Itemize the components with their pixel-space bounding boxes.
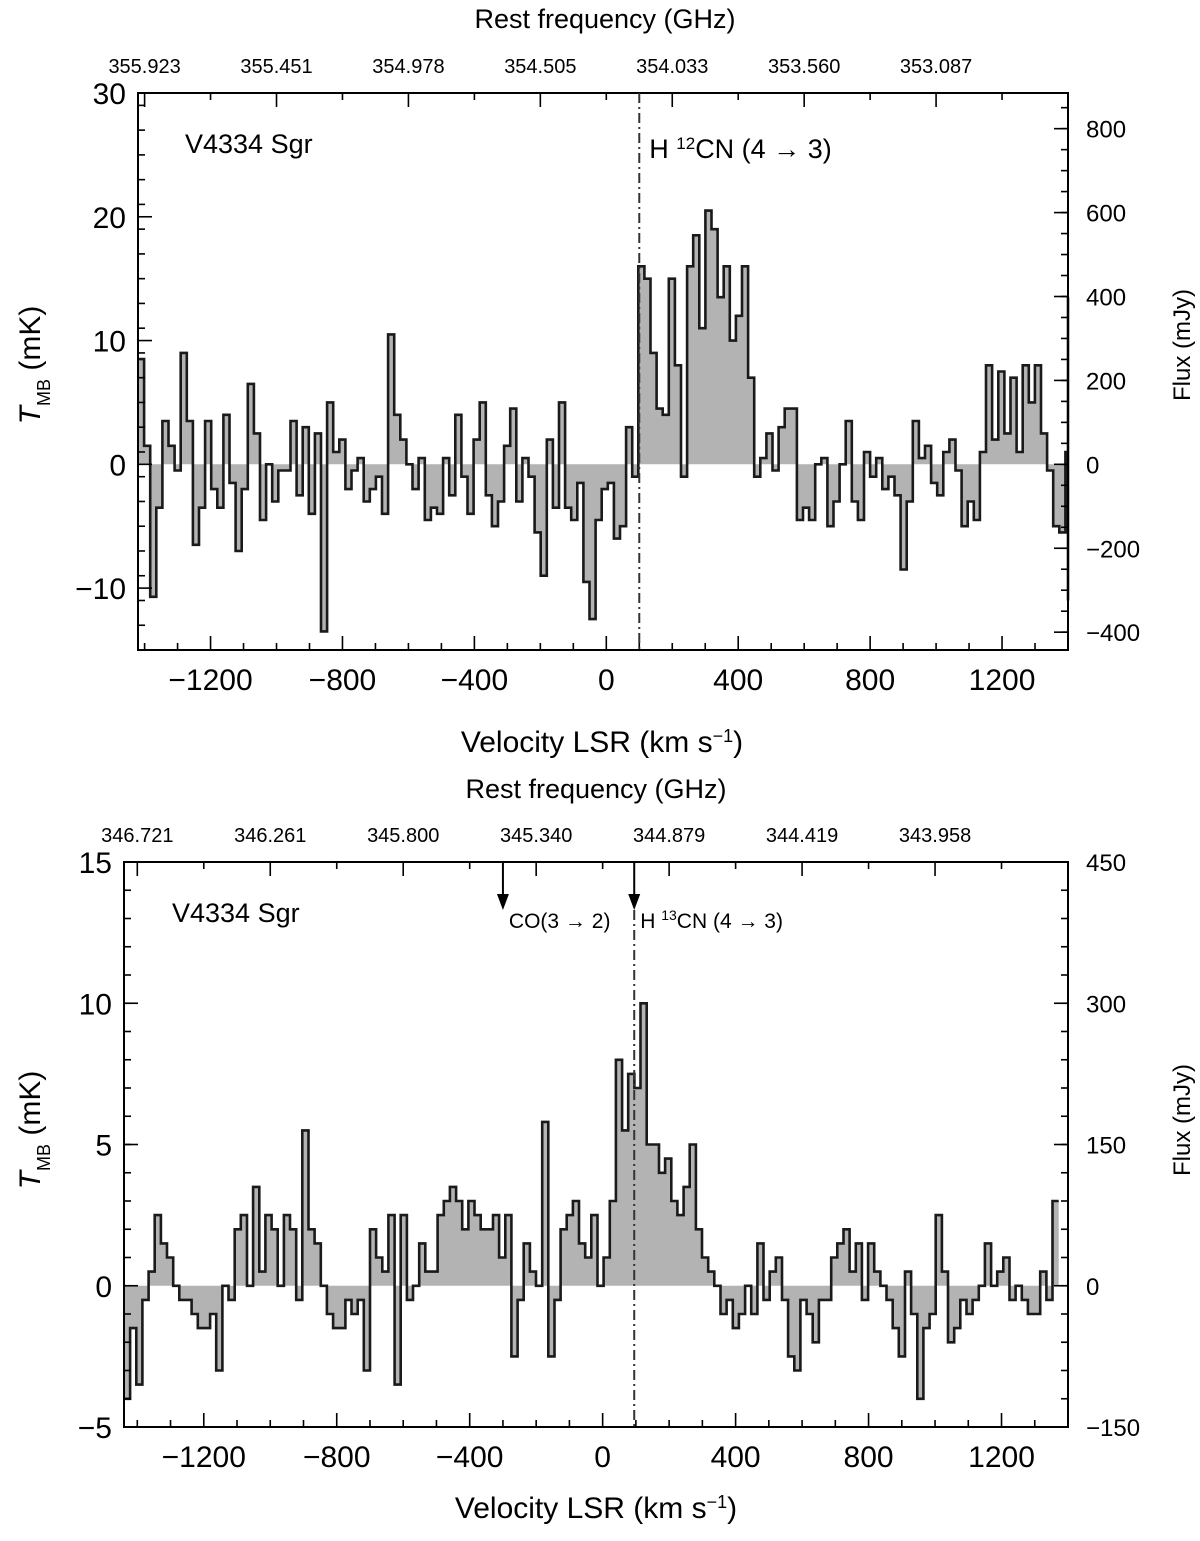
arrow-head	[628, 894, 641, 910]
spectrum-line	[138, 209, 1070, 633]
x-tick-label: 1200	[968, 1441, 1035, 1474]
y-tick-label: 15	[79, 847, 112, 880]
y-tick-label: 30	[93, 78, 126, 111]
x-tick-label: −400	[436, 1441, 504, 1474]
panel-bottom: Rest frequency (GHz) V4334 Sgr Velocity …	[14, 774, 1196, 1525]
right-tick-label: −200	[1086, 536, 1140, 563]
panel-top: Rest frequency (GHz) V4334 Sgr Velocity …	[14, 4, 1196, 759]
top-tick-label: 343.958	[899, 825, 971, 847]
top-tick-label: 345.340	[500, 825, 572, 847]
top-tick-label: 355.451	[240, 56, 312, 78]
plot-frame	[137, 92, 1069, 651]
right-tick-label: −150	[1086, 1415, 1140, 1442]
top-axis-label: Rest frequency (GHz)	[465, 774, 726, 804]
y-tick-label: 5	[95, 1130, 112, 1163]
top-axis-label: Rest frequency (GHz)	[474, 4, 735, 34]
top-tick-label: 353.087	[900, 56, 972, 78]
x-axis-label: Velocity LSR (km s−1)	[455, 1492, 737, 1525]
y-tick-label: −5	[78, 1412, 112, 1445]
y-tick-label: 10	[79, 988, 112, 1021]
top-tick-label: 354.978	[372, 56, 444, 78]
top-tick-label: 344.419	[766, 825, 838, 847]
right-tick-label: 200	[1086, 368, 1126, 395]
right-axis-label: Flux (mJy)	[1169, 289, 1196, 401]
right-tick-label: −400	[1086, 620, 1140, 647]
top-tick-label: 346.261	[234, 825, 306, 847]
x-tick-label: 400	[711, 1441, 761, 1474]
spectrum-line	[124, 1002, 1059, 1401]
x-tick-label: 800	[844, 1441, 894, 1474]
right-axis-label: Flux (mJy)	[1169, 1064, 1196, 1176]
top-tick-label: 355.923	[108, 56, 180, 78]
right-tick-label: 150	[1086, 1133, 1126, 1160]
y-axis-label: TMB (mK)	[14, 1071, 54, 1190]
y-axis-label: TMB (mK)	[14, 306, 54, 425]
x-tick-label: −1200	[162, 1441, 246, 1474]
right-tick-label: 0	[1086, 452, 1099, 479]
x-tick-label: 1200	[969, 664, 1036, 697]
x-tick-label: 0	[594, 1441, 611, 1474]
line-marker-label: H 13CN (4 → 3)	[640, 907, 783, 933]
y-tick-label: 20	[93, 202, 126, 235]
arrow-head	[496, 894, 509, 910]
x-tick-label: −800	[309, 664, 377, 697]
right-tick-label: 600	[1086, 201, 1126, 228]
right-tick-label: 400	[1086, 284, 1126, 311]
object-label: V4334 Sgr	[185, 129, 313, 159]
x-tick-label: −400	[441, 664, 509, 697]
x-tick-label: −800	[303, 1441, 371, 1474]
spectrum-fill	[138, 210, 1068, 632]
right-tick-label: 300	[1086, 991, 1126, 1018]
y-tick-label: 0	[109, 449, 126, 482]
right-tick-label: 800	[1086, 117, 1126, 144]
right-tick-label: 450	[1086, 850, 1126, 877]
x-tick-label: 800	[845, 664, 895, 697]
object-label: V4334 Sgr	[172, 898, 300, 928]
x-tick-label: 400	[713, 664, 763, 697]
plot-frame	[123, 861, 1069, 1428]
x-tick-label: −1200	[168, 664, 252, 697]
top-tick-label: 344.879	[633, 825, 705, 847]
line-marker-label: H 12CN (4 → 3)	[649, 134, 831, 165]
y-tick-label: −10	[75, 573, 126, 606]
top-tick-label: 354.505	[504, 56, 576, 78]
top-tick-label: 346.721	[101, 825, 173, 847]
y-tick-label: 10	[93, 326, 126, 359]
top-tick-label: 354.033	[636, 56, 708, 78]
line-marker-label: CO(3 → 2)	[509, 910, 611, 933]
top-tick-label: 353.560	[768, 56, 840, 78]
x-axis-label: Velocity LSR (km s−1)	[461, 726, 743, 759]
right-tick-label: 0	[1086, 1274, 1099, 1301]
y-tick-label: 0	[95, 1271, 112, 1304]
x-tick-label: 0	[598, 664, 615, 697]
top-tick-label: 345.800	[367, 825, 439, 847]
